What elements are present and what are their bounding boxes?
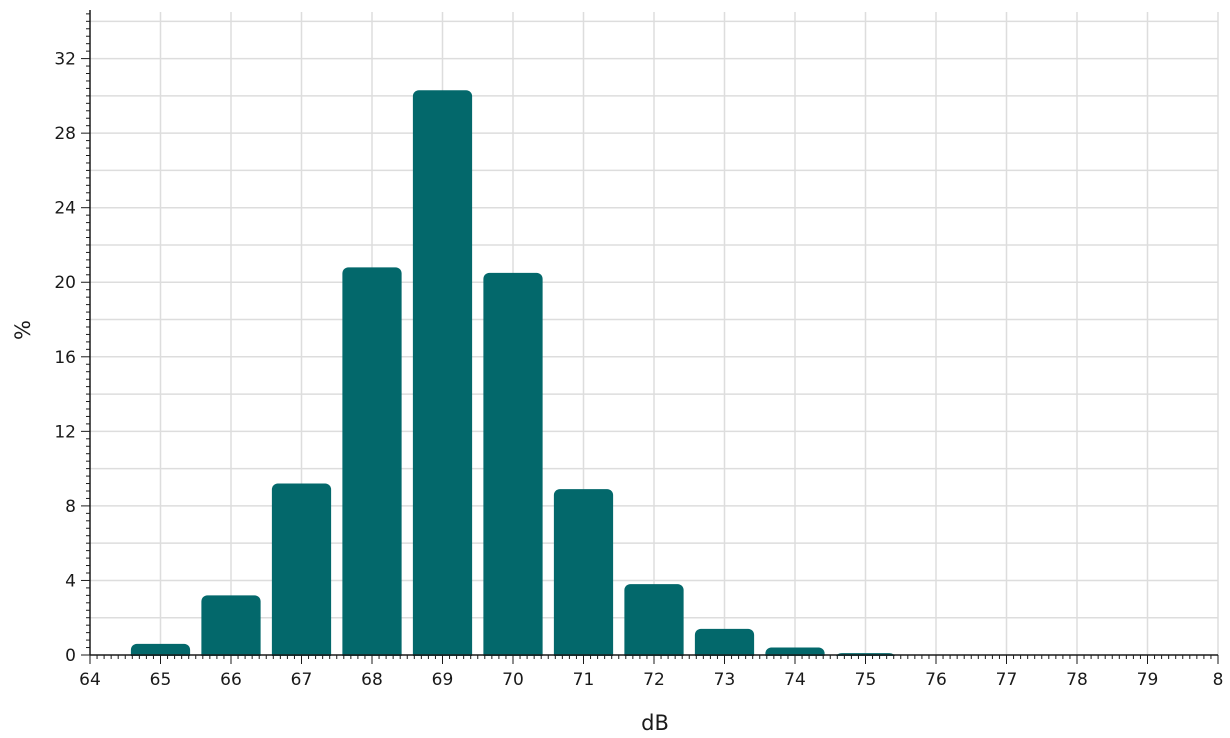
x-tick-label: 68 — [361, 670, 383, 690]
bars-group — [88, 90, 1220, 664]
bar — [342, 267, 402, 661]
y-tick-label: 32 — [54, 50, 76, 70]
x-tick-label: 71 — [573, 670, 595, 690]
y-axis-title: % — [11, 320, 35, 340]
bar — [271, 483, 332, 661]
y-tick-label: 12 — [54, 422, 76, 442]
y-axis-ticks: 0 4 8 12 16 20 24 28 32 — [54, 13, 90, 666]
x-tick-label: 74 — [784, 670, 806, 690]
x-tick-label: 77 — [996, 670, 1018, 690]
x-tick-label: 75 — [855, 670, 877, 690]
grid-lines — [90, 12, 1219, 655]
y-tick-label: 8 — [65, 497, 76, 517]
y-tick-label: 4 — [65, 571, 76, 591]
x-tick-label: 65 — [150, 670, 172, 690]
bar — [483, 272, 543, 661]
x-tick-label: 69 — [432, 670, 454, 690]
x-axis-title: dB — [641, 711, 669, 735]
x-tick-label: 72 — [643, 670, 665, 690]
bar — [412, 90, 473, 661]
x-axis-ticks: 64 65 66 67 68 69 70 71 72 73 74 75 76 77 78 79 8 — [79, 655, 1223, 690]
y-tick-label: 28 — [54, 124, 76, 144]
x-tick-label: 8 — [1213, 670, 1224, 690]
bar — [624, 584, 684, 661]
x-tick-label: 73 — [714, 670, 736, 690]
x-tick-label: 70 — [502, 670, 524, 690]
bar — [201, 595, 261, 661]
y-tick-label: 20 — [54, 273, 76, 293]
y-tick-label: 16 — [54, 348, 76, 368]
y-tick-label: 0 — [65, 646, 76, 666]
x-tick-label: 64 — [79, 670, 101, 690]
x-tick-label: 67 — [291, 670, 313, 690]
x-tick-label: 78 — [1066, 670, 1088, 690]
x-tick-label: 76 — [925, 670, 947, 690]
y-tick-label: 24 — [54, 199, 76, 219]
x-tick-label: 66 — [220, 670, 242, 690]
bar — [694, 628, 755, 661]
bar — [553, 489, 614, 661]
x-tick-label: 79 — [1137, 670, 1159, 690]
